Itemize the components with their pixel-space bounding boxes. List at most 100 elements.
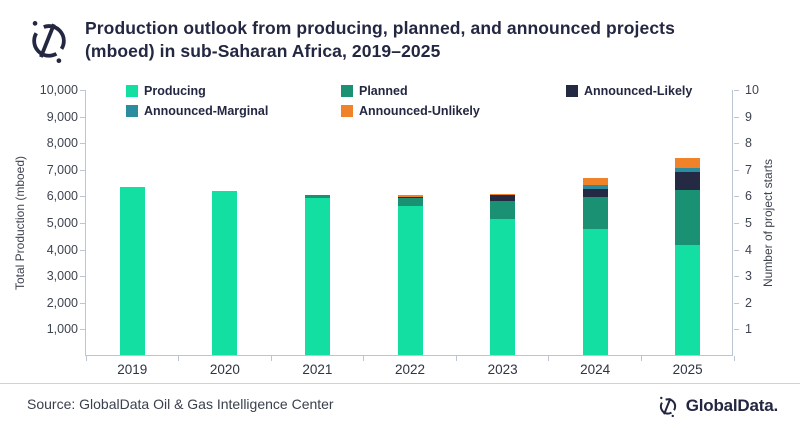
bar-segment-producing bbox=[490, 219, 516, 355]
x-axis-label-2024: 2024 bbox=[580, 362, 611, 377]
legend-item-announced-likely: Announced-Likely bbox=[566, 82, 692, 100]
x-axis-tickmark bbox=[640, 356, 642, 361]
x-axis-label-2023: 2023 bbox=[487, 362, 518, 377]
bar-segment-announced-unlikely bbox=[490, 194, 516, 196]
bar-segment-planned bbox=[675, 190, 701, 245]
y-left-tickmark bbox=[80, 276, 85, 278]
bar-segment-producing bbox=[212, 191, 238, 355]
y-right-tick-label: 9 bbox=[745, 109, 752, 124]
y-right-tick-label: 8 bbox=[745, 136, 752, 151]
bar-segment-planned bbox=[304, 195, 330, 199]
bar-segment-announced-unlikely bbox=[397, 195, 423, 197]
y-right-tick-label: 7 bbox=[745, 162, 752, 177]
bar-segment-producing bbox=[119, 187, 145, 355]
plot-area: Producing Planned Announced-Likely Announce… bbox=[40, 83, 759, 377]
x-axis-tickmark bbox=[270, 356, 272, 361]
legend-label-announced-marginal: Announced-Marginal bbox=[144, 104, 269, 118]
y-left-tick-label: 6,000 bbox=[46, 189, 78, 204]
y-right-tick-label: 10 bbox=[745, 83, 759, 97]
bar-2019 bbox=[119, 89, 145, 355]
y-left-tickmark bbox=[80, 223, 85, 224]
y-right-tickmark bbox=[734, 249, 739, 251]
y-right-tick-label: 2 bbox=[745, 295, 752, 310]
x-axis-label-2021: 2021 bbox=[302, 362, 333, 377]
bar-segment-announced-likely bbox=[397, 196, 423, 199]
legend-item-announced-unlikely: Announced-Unlikely bbox=[341, 102, 480, 120]
y-right-tickmark bbox=[734, 302, 739, 304]
y-right-tickmark bbox=[734, 90, 739, 91]
x-axis-tickmark bbox=[733, 356, 735, 361]
legend-item-announced-marginal: Announced-Marginal bbox=[126, 102, 268, 120]
globaldata-compass-icon bbox=[32, 21, 66, 64]
legend-swatch-producing bbox=[126, 85, 138, 97]
bar-2020 bbox=[212, 89, 238, 355]
x-axis-tickmark bbox=[85, 356, 87, 361]
legend-label-announced-unlikely: Announced-Unlikely bbox=[359, 104, 480, 118]
page-title: Production outlook from producing, plann… bbox=[85, 17, 790, 63]
bar-segment-announced-likely bbox=[582, 188, 608, 197]
y-left-tick-label: 7,000 bbox=[46, 162, 78, 177]
page-title-line1: Production outlook from producing, plann… bbox=[85, 18, 675, 38]
y-right-tickmark bbox=[734, 196, 739, 198]
page-title-line2: (mboed) in sub-Saharan Africa, 2019–2025 bbox=[85, 41, 441, 62]
y-left-tickmark bbox=[80, 302, 85, 304]
x-axis-tickmark bbox=[455, 356, 457, 361]
x-axis-tickmark bbox=[363, 356, 365, 361]
bar-segment-producing bbox=[675, 244, 701, 355]
y-right-tickmark bbox=[734, 329, 739, 331]
y-left-tickmark bbox=[80, 143, 85, 145]
bar-2025 bbox=[675, 89, 701, 355]
y-right-tick-label: 3 bbox=[745, 269, 752, 284]
x-axis-tickmark bbox=[178, 356, 180, 361]
legend-label-planned: Planned bbox=[359, 84, 408, 98]
x-axis-label-2019: 2019 bbox=[117, 362, 148, 377]
x-axis-tickmark bbox=[548, 356, 550, 361]
bar-segment-announced-likely bbox=[675, 171, 701, 191]
bar-2022 bbox=[397, 89, 423, 355]
y-left-tickmark bbox=[80, 169, 85, 171]
y-right-tickmark bbox=[734, 276, 739, 278]
bar-segment-producing bbox=[582, 228, 608, 355]
y-left-tick-label: 2,000 bbox=[46, 295, 78, 310]
y-left-tickmark bbox=[80, 249, 85, 251]
legend-swatch-planned bbox=[341, 85, 353, 97]
globaldata-compass-icon-small bbox=[659, 396, 676, 418]
y-left-tick-label: 5,000 bbox=[46, 216, 78, 230]
bar-segment-planned bbox=[582, 196, 608, 229]
legend-item-producing: Producing bbox=[126, 82, 206, 100]
y-right-tickmark bbox=[734, 143, 739, 145]
y-right-tickmark bbox=[734, 116, 739, 118]
y-right-tick-label: 6 bbox=[745, 189, 752, 204]
footer-divider bbox=[0, 383, 800, 384]
bar-segment-producing bbox=[397, 206, 423, 355]
y-left-tickmark bbox=[80, 329, 85, 331]
bar-segment-announced-unlikely bbox=[675, 158, 701, 168]
y-left-tickmark bbox=[80, 196, 85, 198]
y-left-tickmark bbox=[80, 90, 85, 91]
bar-segment-announced-marginal bbox=[675, 167, 701, 172]
legend-swatch-announced-marginal bbox=[126, 105, 138, 117]
y-left-tick-label: 3,000 bbox=[46, 269, 78, 284]
chart-legend: Producing Planned Announced-Likely Announce… bbox=[86, 82, 734, 124]
bar-segment-producing bbox=[304, 198, 330, 355]
bar-2024 bbox=[582, 89, 608, 355]
y-left-tick-label: 8,000 bbox=[46, 136, 78, 151]
x-axis-label-2022: 2022 bbox=[394, 362, 426, 377]
bar-segment-announced-marginal bbox=[582, 184, 608, 189]
bar-2023 bbox=[490, 89, 516, 355]
brand-wordmark: GlobalData. bbox=[685, 396, 778, 415]
bar-2021 bbox=[304, 89, 330, 355]
x-axis-label-2020: 2020 bbox=[209, 362, 240, 377]
y-right-tickmark bbox=[734, 223, 739, 224]
bar-segment-announced-likely bbox=[490, 195, 516, 201]
x-axis-label-2025: 2025 bbox=[672, 362, 703, 377]
y-right-tickmark bbox=[734, 169, 739, 171]
y-left-tick-label: 9,000 bbox=[46, 109, 78, 124]
y-left-tick-label: 10,000 bbox=[39, 83, 78, 97]
y-right-tick-label: 5 bbox=[745, 216, 752, 230]
y-right-tick-label: 1 bbox=[745, 322, 752, 337]
source-text: Source: GlobalData Oil & Gas Intelligenc… bbox=[27, 396, 334, 412]
legend-swatch-announced-unlikely bbox=[341, 105, 353, 117]
legend-label-producing: Producing bbox=[144, 84, 206, 98]
